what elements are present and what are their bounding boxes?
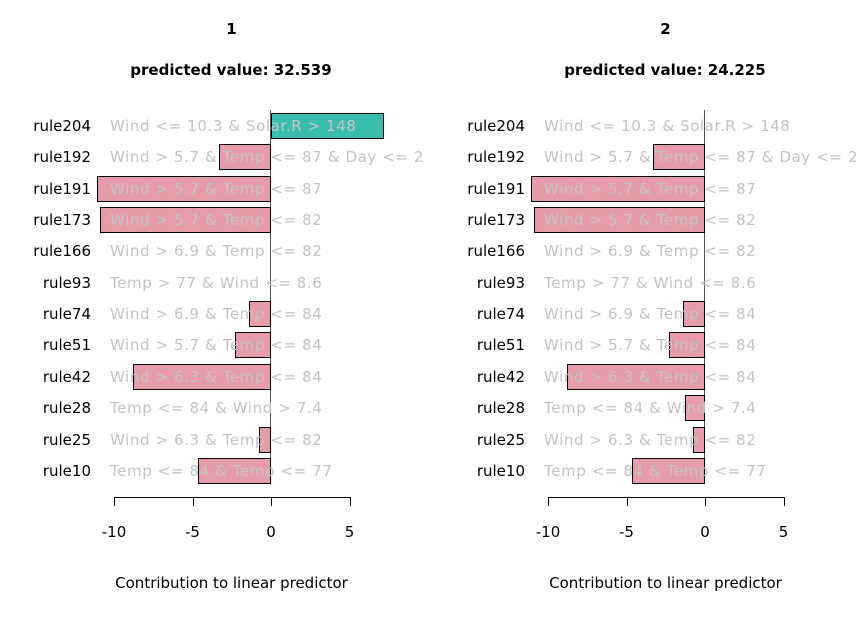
rule-id-label: rule191 (33, 179, 91, 198)
rule-description: Wind > 5.7 & Temp <= 87 & Day <= 2 (544, 148, 859, 167)
rule-id-label: rule204 (467, 117, 525, 135)
rows-layer: rule204 Wind <= 10.3 & Solar.R > 148 rule1… (434, 0, 868, 620)
rule-id-label: rule93 (476, 273, 525, 292)
negative-contribution-bar (530, 175, 705, 202)
rule-description: Wind > 5.7 & Temp <= 82 (110, 211, 323, 230)
x-axis-tick (271, 497, 272, 506)
x-axis-tick (783, 497, 785, 506)
rule-description: Temp <= 84 & Temp <= 77 (544, 461, 767, 480)
negative-contribution-bar (631, 457, 705, 484)
rule-description: Temp <= 84 & Wind > 7.4 (544, 399, 757, 418)
rule-description: Wind > 6.3 & Temp <= 84 (544, 367, 757, 386)
x-axis-tick-label: 5 (344, 523, 355, 541)
rule-id-label: rule204 (33, 117, 91, 135)
zero-reference-line (270, 110, 271, 484)
panel-title: 2 (660, 20, 671, 38)
rule-id-label: rule28 (476, 399, 525, 418)
x-axis-title: Contribution to linear predictor (549, 574, 782, 592)
rule-description: Temp <= 84 & Wind > 7.4 (110, 399, 323, 418)
negative-contribution-bar (197, 457, 271, 484)
x-axis-tick (626, 497, 628, 506)
rule-id-label: rule28 (42, 399, 91, 418)
negative-contribution-bar (683, 301, 705, 328)
x-axis-tick-label: -5 (185, 523, 200, 541)
rule-description: Wind > 6.3 & Temp <= 84 (110, 367, 323, 386)
x-axis-tick-label: -10 (535, 523, 561, 541)
rule-description: Temp > 77 & Wind <= 8.6 (544, 273, 757, 292)
x-axis-tick (548, 497, 549, 506)
rule-id-label: rule10 (42, 461, 91, 480)
rule-description: Wind <= 10.3 & Solar.R > 148 (544, 117, 791, 135)
negative-contribution-bar (219, 144, 271, 171)
x-axis-tick-label: -10 (101, 523, 127, 541)
rule-id-label: rule192 (33, 148, 91, 167)
x-axis: -10 -5 0 5 (101, 497, 355, 541)
negative-contribution-bar (249, 301, 271, 328)
x-axis-tick (192, 497, 194, 506)
rule-description: Wind > 5.7 & Temp <= 84 (544, 336, 757, 355)
negative-contribution-bar (96, 175, 271, 202)
rule-id-label: rule74 (42, 305, 91, 324)
panel-observation-1: 1 predicted value: 32.539 rule204 Wind <=… (33, 20, 425, 592)
rule-description: Wind > 5.7 & Temp <= 84 (110, 336, 323, 355)
negative-contribution-bar (685, 395, 705, 422)
predicted-value-label: predicted value: 32.539 (130, 61, 332, 79)
rule-description: Wind <= 10.3 & Solar.R > 148 (110, 117, 357, 135)
positive-contribution-bar (271, 113, 385, 139)
panel-observation-2: 2 predicted value: 24.225 rule204 Wind <=… (434, 0, 868, 620)
rule-id-label: rule25 (42, 430, 91, 449)
negative-contribution-bar (533, 207, 705, 234)
rule-id-label: rule10 (476, 461, 525, 480)
rule-description: Wind > 6.3 & Temp <= 82 (110, 430, 323, 449)
rule-id-label: rule166 (33, 242, 91, 261)
negative-contribution-bar (653, 144, 705, 171)
x-axis-tick (349, 497, 351, 506)
x-axis-tick-label: 0 (266, 523, 276, 541)
x-axis-line (548, 497, 784, 498)
negative-contribution-bar (234, 332, 271, 359)
rule-description: Wind > 6.9 & Temp <= 84 (544, 305, 757, 324)
rule-description: Wind > 5.7 & Temp <= 87 (544, 179, 757, 198)
negative-contribution-bar (668, 332, 705, 359)
rule-id-label: rule25 (476, 430, 525, 449)
x-axis-tick (705, 497, 706, 506)
rule-description: Wind > 5.7 & Temp <= 82 (544, 211, 757, 230)
rule-description: Wind > 6.9 & Temp <= 82 (544, 242, 757, 261)
rule-id-label: rule192 (467, 148, 525, 167)
x-axis: -10 -5 0 5 (434, 0, 868, 620)
rule-description: Wind > 6.3 & Temp <= 82 (544, 430, 757, 449)
rule-description: Wind > 6.9 & Temp <= 84 (110, 305, 323, 324)
x-axis-tick-label: 0 (700, 523, 710, 541)
rule-description: Wind > 5.7 & Temp <= 87 & Day <= 2 (110, 148, 425, 167)
negative-contribution-bar (259, 426, 271, 453)
rule-description: Wind > 6.9 & Temp <= 82 (110, 242, 323, 261)
rows-layer: rule204 Wind <= 10.3 & Solar.R > 148 rule1… (33, 113, 425, 484)
rule-id-label: rule51 (42, 336, 91, 355)
rule-id-label: rule93 (42, 273, 91, 292)
rule-description: Temp > 77 & Wind <= 8.6 (110, 273, 323, 292)
panel-title: 1 (226, 20, 237, 38)
rule-description: Wind > 5.7 & Temp <= 87 (110, 179, 323, 198)
zero-reference-line (704, 110, 705, 484)
x-axis-tick-label: -5 (619, 523, 634, 541)
rule-id-label: rule42 (476, 367, 525, 386)
rule-id-label: rule173 (467, 211, 525, 230)
x-axis-tick (114, 497, 115, 506)
x-axis-title: Contribution to linear predictor (115, 574, 348, 592)
negative-contribution-bar (132, 363, 271, 390)
rule-id-label: rule191 (467, 179, 525, 198)
rule-description: Temp <= 84 & Temp <= 77 (110, 461, 333, 480)
x-axis-line (114, 497, 350, 498)
rule-id-label: rule51 (476, 336, 525, 355)
x-axis-tick-label: 5 (778, 523, 789, 541)
rule-id-label: rule173 (33, 211, 91, 230)
rule-id-label: rule166 (467, 242, 525, 261)
negative-contribution-bar (99, 207, 271, 234)
rule-id-label: rule74 (476, 305, 525, 324)
rule-id-label: rule42 (42, 367, 91, 386)
predicted-value-label: predicted value: 24.225 (564, 61, 766, 79)
negative-contribution-bar (566, 363, 705, 390)
negative-contribution-bar (693, 426, 705, 453)
